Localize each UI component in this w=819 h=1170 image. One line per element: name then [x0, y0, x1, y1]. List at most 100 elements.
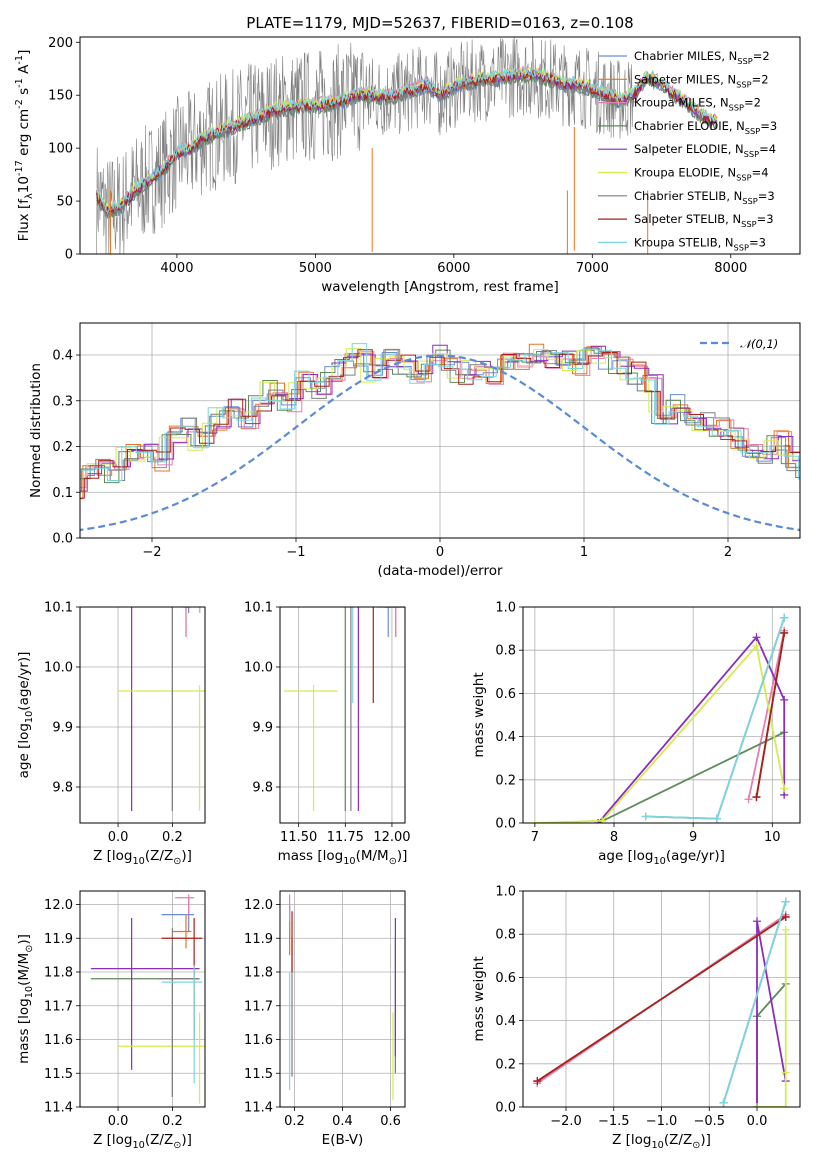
spectrum-frame — [79, 36, 801, 255]
weight-marker — [533, 1077, 542, 1086]
spectrum-x-axis-label: wavelength [Angstrom, rest frame] — [321, 279, 559, 295]
z-age-series — [118, 607, 205, 811]
mass-age-series — [283, 607, 405, 811]
weight-line — [747, 630, 786, 800]
z-weight-series — [533, 897, 790, 1107]
weight-marker — [744, 795, 753, 804]
y-tick-label: 11.8 — [44, 966, 73, 981]
y-tick-label: 10.0 — [244, 661, 273, 676]
z-weight-y-axis-label: mass weight — [471, 956, 487, 1041]
weight-marker — [781, 1103, 790, 1107]
spectrum-series — [96, 37, 718, 254]
y-tick-label: 0.1 — [52, 486, 73, 501]
ebv-mass-axes: 0.2 0.4 0.6 11.4 11.5 11.6 11.7 11.8 11.9 12.0 E(B… — [244, 891, 405, 1148]
y-tick-label: 0 — [65, 248, 73, 263]
z-age-x-axis-label: Z [log10(Z/Z⊙)] — [93, 848, 192, 867]
x-tick-label: 11.75 — [327, 830, 364, 845]
y-tick-label: 10.0 — [44, 661, 73, 676]
legend-label: Kroupa ELODIE, NSSP=4 — [634, 166, 769, 183]
residual-histogram — [80, 351, 800, 488]
weight-marker — [780, 784, 789, 793]
y-tick-label: 0.4 — [495, 730, 516, 745]
x-tick-label: −1.5 — [598, 1114, 630, 1129]
weight-line — [534, 643, 786, 823]
spectrum-y-axis-label: Flux [fλ10-17 erg cm-2 s-1 A-1] — [14, 50, 35, 242]
x-tick-label: −1.0 — [646, 1114, 678, 1129]
y-tick-label: 9.9 — [52, 721, 73, 736]
mass-age-frame — [279, 606, 406, 824]
mass-age-axes: 11.50 11.75 12.00 9.8 9.9 10.0 10.1 mass [log10… — [244, 601, 411, 868]
x-tick-label: 0.2 — [162, 1114, 183, 1129]
ebv-mass-x-axis-label: E(B-V) — [322, 1132, 364, 1148]
x-tick-label: 8 — [610, 830, 618, 845]
residual-histogram — [80, 343, 800, 482]
y-tick-label: 11.6 — [44, 1033, 73, 1048]
legend-label: Salpeter STELIB, NSSP=3 — [634, 212, 774, 229]
age-weight-axes: 7 8 9 10 0.0 0.2 0.4 0.6 0.8 1.0 age [log10(age/yr… — [471, 601, 800, 867]
x-tick-label: −0.5 — [693, 1114, 725, 1129]
y-tick-label: 1.0 — [495, 601, 516, 616]
spectrum-title: PLATE=1179, MJD=52637, FIBERID=0163, z=0… — [246, 14, 633, 32]
y-tick-label: 0.2 — [52, 440, 73, 455]
x-tick-label: 11.50 — [280, 830, 317, 845]
y-tick-label: 9.8 — [52, 781, 73, 796]
weight-line — [597, 731, 785, 823]
residual-histogram — [80, 349, 800, 499]
legend-label: Salpeter ELODIE, NSSP=4 — [634, 142, 776, 159]
y-tick-label: 50 — [56, 195, 73, 210]
y-tick-label: 11.4 — [244, 1101, 273, 1116]
weight-marker — [530, 819, 539, 823]
x-tick-label: 7 — [531, 830, 539, 845]
residuals-x-axis-label: (data-model)/error — [377, 563, 503, 579]
weight-marker — [641, 812, 650, 821]
legend-label: Chabrier ELODIE, NSSP=3 — [634, 119, 777, 136]
weight-marker — [712, 814, 721, 823]
x-tick-label: 1 — [580, 545, 588, 560]
x-tick-label: 7000 — [576, 261, 609, 276]
x-tick-label: 4000 — [160, 261, 193, 276]
y-tick-label: 11.6 — [244, 1033, 273, 1048]
y-tick-label: 11.8 — [244, 966, 273, 981]
weight-marker — [781, 925, 790, 934]
weight-marker — [781, 1068, 790, 1077]
x-tick-label: 0.0 — [108, 1114, 129, 1129]
weight-marker — [753, 917, 762, 926]
weight-line — [645, 617, 786, 820]
residual-histogram — [80, 348, 800, 492]
spectrum-legend: Chabrier MILES, NSSP=2 Salpeter MILES, NS… — [598, 49, 777, 252]
weight-marker — [781, 897, 790, 906]
weight-marker — [752, 633, 761, 642]
y-tick-label: 9.8 — [252, 781, 273, 796]
legend-label: 𝒩(0,1) — [740, 337, 778, 351]
z-age-axes: 0.0 0.2 9.8 9.9 10.0 10.1 Z [log10(Z/Z⊙)] age [… — [16, 601, 205, 867]
weight-marker — [753, 1103, 762, 1107]
legend-label: Salpeter MILES, NSSP=2 — [634, 72, 769, 89]
y-tick-label: 9.9 — [252, 721, 273, 736]
weight-line — [755, 632, 786, 798]
age-weight-x-axis-label: age [log10(age/yr)] — [598, 848, 725, 867]
y-tick-label: 0.3 — [52, 394, 73, 409]
y-tick-label: 0.4 — [52, 349, 73, 364]
x-tick-label: 10 — [764, 830, 781, 845]
y-tick-label: 100 — [48, 142, 73, 157]
y-tick-label: 12.0 — [244, 898, 273, 913]
weight-line — [597, 635, 786, 823]
y-tick-label: 1.0 — [495, 885, 516, 900]
z-age-y-axis-label: age [log10(age/yr)] — [16, 652, 35, 779]
y-tick-label: 150 — [48, 89, 73, 104]
z-mass-frame — [79, 890, 206, 1108]
x-tick-label: 6000 — [437, 261, 470, 276]
z-mass-x-axis-label: Z [log10(Z/Z⊙)] — [93, 1132, 192, 1151]
x-tick-label: 0.2 — [162, 830, 183, 845]
y-tick-label: 11.5 — [44, 1067, 73, 1082]
x-tick-label: 9 — [689, 830, 697, 845]
legend-label: Kroupa MILES, NSSP=2 — [634, 96, 761, 113]
y-tick-label: 0.8 — [495, 928, 516, 943]
weight-marker — [752, 793, 761, 802]
z-weight-x-axis-label: Z [log10(Z/Z⊙)] — [612, 1132, 711, 1151]
x-tick-label: 8000 — [714, 261, 747, 276]
weight-marker — [781, 912, 790, 921]
weight-marker — [780, 613, 789, 622]
weight-line — [645, 617, 786, 820]
spectrum-axes: 4000 5000 6000 7000 8000 0 50 100 150 200 waveleng… — [14, 36, 747, 295]
